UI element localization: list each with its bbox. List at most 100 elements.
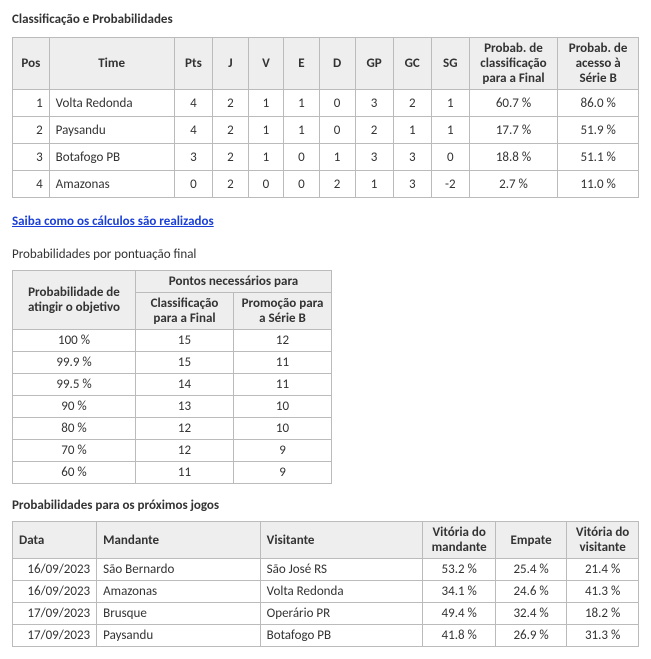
cell-home: Brusque [97, 603, 261, 625]
col-draw: Empate [495, 522, 566, 559]
col-points-group: Pontos necessários para [136, 271, 332, 293]
cell-pts: 3 [174, 144, 213, 171]
cell-pos: 2 [13, 117, 50, 144]
cell-away: São José RS [260, 559, 423, 581]
col-time: Time [49, 38, 174, 90]
cell-prob: 90 % [13, 396, 136, 418]
cell-v: 0 [248, 171, 284, 198]
col-date: Data [13, 522, 97, 559]
cell-e: 1 [284, 90, 319, 117]
table-row: 99.5 %1411 [13, 374, 332, 396]
table-header-row: Probabilidade de atingir o objetivo Pont… [13, 271, 332, 293]
cell-serieb: 12 [234, 330, 332, 352]
col-class-final: Classificação para a Final [136, 293, 234, 330]
section-title-points: Probabilidades por pontuação final [12, 247, 639, 262]
cell-date: 16/09/2023 [13, 559, 97, 581]
table-row: 70 %129 [13, 440, 332, 462]
cell-final: 13 [136, 396, 234, 418]
cell-away-win: 31.3 % [567, 625, 639, 647]
cell-team: Volta Redonda [49, 90, 174, 117]
cell-home-win: 41.8 % [423, 625, 496, 647]
cell-v: 1 [248, 90, 284, 117]
col-e: E [284, 38, 319, 90]
cell-serieb: 11 [234, 374, 332, 396]
table-row: 80 %1210 [13, 418, 332, 440]
cell-sg: -2 [431, 171, 469, 198]
cell-final: 15 [136, 352, 234, 374]
cell-final: 12 [136, 418, 234, 440]
cell-home-win: 49.4 % [423, 603, 496, 625]
cell-prob: 80 % [13, 418, 136, 440]
cell-gp: 1 [355, 171, 393, 198]
cell-pos: 3 [13, 144, 50, 171]
table-row: 1Volta Redonda4211032160.7 %86.0 % [13, 90, 639, 117]
col-pts: Pts [174, 38, 213, 90]
cell-prob-final: 18.8 % [469, 144, 558, 171]
cell-team: Amazonas [49, 171, 174, 198]
cell-prob-serieb: 86.0 % [558, 90, 639, 117]
cell-gp: 3 [355, 144, 393, 171]
cell-d: 0 [319, 90, 355, 117]
cell-d: 0 [319, 117, 355, 144]
cell-j: 2 [213, 171, 248, 198]
cell-pos: 4 [13, 171, 50, 198]
cell-e: 1 [284, 117, 319, 144]
cell-prob: 99.5 % [13, 374, 136, 396]
col-away-win: Vitória do visitante [567, 522, 639, 559]
col-prob-target: Probabilidade de atingir o objetivo [13, 271, 136, 330]
cell-prob: 70 % [13, 440, 136, 462]
table-row: 90 %1310 [13, 396, 332, 418]
col-d: D [319, 38, 355, 90]
cell-e: 0 [284, 144, 319, 171]
cell-date: 17/09/2023 [13, 625, 97, 647]
cell-final: 15 [136, 330, 234, 352]
cell-serieb: 9 [234, 440, 332, 462]
table-row: 17/09/2023PaysanduBotafogo PB41.8 %26.9 … [13, 625, 639, 647]
table-row: 4Amazonas0200213-22.7 %11.0 % [13, 171, 639, 198]
points-table: Probabilidade de atingir o objetivo Pont… [12, 270, 332, 484]
cell-v: 1 [248, 117, 284, 144]
table-header-row: Pos Time Pts J V E D GP GC SG Probab. de… [13, 38, 639, 90]
cell-gc: 3 [393, 171, 431, 198]
cell-home-win: 53.2 % [423, 559, 496, 581]
matches-table: Data Mandante Visitante Vitória do manda… [12, 521, 639, 647]
cell-prob-final: 60.7 % [469, 90, 558, 117]
cell-pos: 1 [13, 90, 50, 117]
cell-e: 0 [284, 171, 319, 198]
cell-final: 11 [136, 462, 234, 484]
col-v: V [248, 38, 284, 90]
cell-draw: 26.9 % [495, 625, 566, 647]
cell-d: 1 [319, 144, 355, 171]
cell-j: 2 [213, 117, 248, 144]
table-header-row: Data Mandante Visitante Vitória do manda… [13, 522, 639, 559]
cell-sg: 1 [431, 90, 469, 117]
cell-away-win: 41.3 % [567, 581, 639, 603]
cell-away: Volta Redonda [260, 581, 423, 603]
cell-j: 2 [213, 90, 248, 117]
cell-prob: 99.9 % [13, 352, 136, 374]
table-row: 16/09/2023São BernardoSão José RS53.2 %2… [13, 559, 639, 581]
cell-j: 2 [213, 144, 248, 171]
cell-home-win: 34.1 % [423, 581, 496, 603]
col-promo-serieb: Promoção para a Série B [234, 293, 332, 330]
cell-draw: 25.4 % [495, 559, 566, 581]
calc-link[interactable]: Saiba como os cálculos são realizados [12, 214, 214, 229]
cell-pts: 4 [174, 117, 213, 144]
cell-home: Paysandu [97, 625, 261, 647]
col-prob-serieb: Probab. de acesso à Série B [558, 38, 639, 90]
col-home-win: Vitória do mandante [423, 522, 496, 559]
cell-serieb: 10 [234, 396, 332, 418]
cell-serieb: 11 [234, 352, 332, 374]
table-row: 16/09/2023AmazonasVolta Redonda34.1 %24.… [13, 581, 639, 603]
cell-away: Botafogo PB [260, 625, 423, 647]
table-row: 2Paysandu4211021117.7 %51.9 % [13, 117, 639, 144]
table-row: 60 %119 [13, 462, 332, 484]
cell-gc: 3 [393, 144, 431, 171]
cell-gc: 2 [393, 90, 431, 117]
cell-pts: 0 [174, 171, 213, 198]
cell-away-win: 21.4 % [567, 559, 639, 581]
cell-v: 1 [248, 144, 284, 171]
col-prob-final: Probab. de classificação para a Final [469, 38, 558, 90]
col-gc: GC [393, 38, 431, 90]
cell-away-win: 18.2 % [567, 603, 639, 625]
